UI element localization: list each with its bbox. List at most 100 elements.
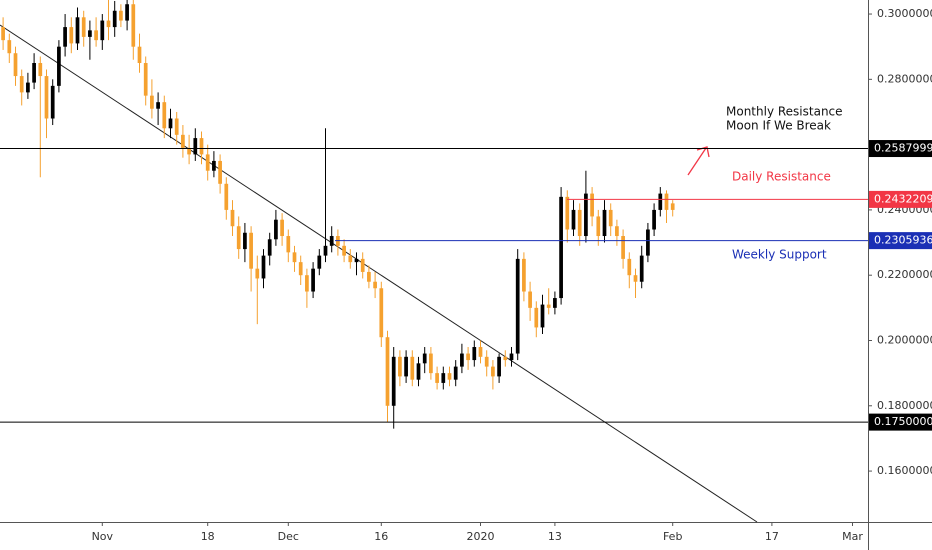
candle-body: [503, 356, 508, 361]
x-tick-label: Feb: [663, 530, 682, 543]
candle-body: [633, 275, 638, 282]
candle-body: [441, 373, 446, 383]
y-tick-label: 0.16000000: [877, 464, 932, 477]
candle-body: [32, 63, 36, 83]
candle-body: [267, 239, 272, 256]
candle-body: [236, 226, 241, 250]
candle-body: [280, 219, 284, 237]
candle-body: [453, 366, 458, 380]
y-tick-label: 0.28000000: [877, 72, 932, 85]
candle-body: [75, 17, 80, 44]
level-label-box: [869, 413, 932, 431]
y-tick-label: 0.20000000: [877, 333, 932, 346]
candle-body: [311, 268, 315, 292]
x-tick-label: Nov: [92, 530, 114, 543]
candle-body: [658, 193, 663, 210]
candle-body: [639, 255, 644, 282]
candle-body: [646, 229, 650, 256]
candle-body: [19, 76, 24, 93]
candle-body: [546, 304, 551, 308]
candle-body: [317, 255, 322, 269]
candle-body: [398, 356, 402, 377]
arrow: [687, 147, 707, 176]
level-label-box: [869, 190, 932, 208]
candle-body: [261, 255, 266, 279]
trend-line: [0, 24, 758, 523]
candle-body: [602, 209, 607, 237]
candle-body: [416, 363, 421, 380]
candle-body: [515, 258, 520, 354]
candle-body: [621, 236, 625, 259]
candle-body: [274, 219, 278, 240]
candle-body: [534, 307, 539, 328]
candle-body: [63, 27, 67, 47]
level-label-box: [869, 140, 932, 158]
candle-body: [286, 236, 291, 253]
candle-body: [69, 27, 74, 44]
candle-body: [391, 356, 396, 406]
candle-body: [13, 53, 18, 77]
candle-body: [472, 347, 477, 361]
candle-body: [553, 298, 557, 308]
candle-body: [205, 154, 210, 171]
level-label: 0.24322094: [874, 192, 932, 205]
candle-body: [404, 356, 408, 377]
x-tick-label: Mar: [842, 530, 863, 543]
candle-body: [509, 353, 514, 361]
level-label: 0.17500000: [874, 415, 932, 428]
candle-body: [26, 82, 30, 93]
candle-body: [522, 258, 526, 292]
candle-body: [292, 252, 297, 263]
candle-body: [243, 232, 247, 250]
candle-body: [608, 209, 613, 227]
candle-body: [137, 46, 142, 64]
candle-body: [131, 4, 136, 47]
candle-body: [50, 85, 55, 119]
candle-body: [652, 209, 656, 230]
candle-body: [571, 209, 576, 230]
level-label: 0.23059366: [874, 234, 932, 247]
candle-body: [460, 353, 464, 367]
x-tick-label: 2020: [467, 530, 495, 543]
candle-body: [143, 63, 148, 96]
candle-body: [249, 232, 253, 269]
candle-body: [174, 118, 179, 135]
candle-body: [664, 193, 669, 210]
candle-body: [88, 30, 92, 37]
candle-body: [577, 209, 582, 237]
candle-body: [106, 20, 111, 28]
annotation: Moon If We Break: [726, 119, 831, 133]
candle-body: [584, 193, 588, 237]
candle-body: [367, 271, 371, 282]
candle-body: [422, 353, 427, 364]
candle-body: [670, 203, 675, 210]
candle-body: [187, 147, 191, 155]
y-tick-label: 0.18000000: [877, 399, 932, 412]
candle-body: [342, 245, 346, 256]
candle-body: [218, 160, 222, 184]
y-tick-label: 0.22000000: [877, 268, 932, 281]
candle-body: [528, 291, 532, 308]
candle-body: [615, 226, 619, 237]
candle-body: [497, 356, 501, 377]
candle-body: [540, 304, 545, 328]
x-tick-label: 16: [374, 530, 388, 543]
candle-body: [478, 347, 483, 357]
candle-body: [329, 236, 334, 246]
candle-body: [305, 275, 309, 292]
level-label-box: [869, 232, 932, 250]
level-label: 0.25879999: [874, 142, 932, 155]
candle-body: [57, 46, 61, 86]
candle-body: [379, 288, 384, 338]
candle-body: [348, 255, 353, 263]
candle-body: [38, 63, 43, 77]
candle-body: [596, 216, 601, 237]
candle-body: [565, 196, 570, 230]
candle-body: [112, 10, 117, 28]
candles: [1, 0, 675, 429]
annotation: Monthly Resistance: [726, 105, 843, 119]
x-tick-label: 18: [201, 530, 215, 543]
candle-body: [193, 138, 198, 155]
